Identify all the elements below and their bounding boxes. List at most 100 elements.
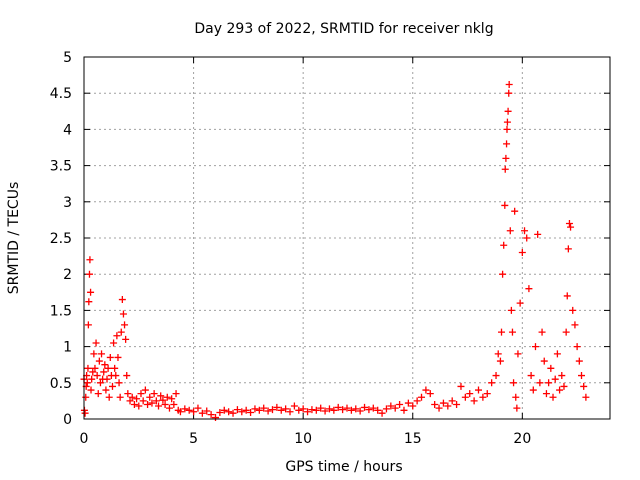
data-point [194, 404, 202, 412]
data-point [325, 405, 333, 413]
data-point [512, 393, 520, 401]
chart-title: Day 293 of 2022, SRMTID for receiver nkl… [194, 21, 493, 37]
data-point [113, 332, 121, 340]
data-point [470, 397, 478, 405]
data-point [538, 328, 546, 336]
data-point [165, 404, 173, 412]
y-axis-label: SRMTID / TECUs [6, 182, 22, 295]
data-point [102, 386, 110, 394]
data-point [506, 227, 514, 235]
data-point [176, 408, 184, 416]
data-point [567, 223, 575, 231]
data-point [492, 372, 500, 380]
data-point [498, 328, 506, 336]
y-tick-label: 1 [63, 340, 72, 356]
y-tick-label: 3 [63, 195, 72, 211]
data-point [511, 207, 519, 215]
data-point [504, 107, 512, 115]
data-point [81, 409, 89, 417]
data-point [382, 405, 390, 413]
data-point [542, 390, 550, 398]
data-point [369, 404, 377, 412]
data-point [84, 321, 92, 329]
data-point [308, 406, 316, 414]
data-point [295, 406, 303, 414]
data-point [547, 364, 555, 372]
data-point [529, 386, 537, 394]
data-point [238, 408, 246, 416]
data-point [155, 402, 163, 410]
data-point [282, 405, 290, 413]
data-point [494, 350, 502, 358]
data-point [507, 306, 515, 314]
data-point [453, 401, 461, 409]
data-point [94, 390, 102, 398]
data-point [89, 368, 97, 376]
data-point [536, 379, 544, 387]
y-tick-label: 4.5 [50, 86, 72, 102]
data-point [518, 248, 526, 256]
data-point [118, 296, 126, 304]
data-point [220, 406, 228, 414]
y-tick-label: 4 [63, 122, 72, 138]
data-point [242, 406, 250, 414]
data-point [483, 390, 491, 398]
data-point [523, 234, 531, 242]
data-point [404, 399, 412, 407]
data-point [130, 401, 138, 409]
data-point [569, 306, 577, 314]
data-point [92, 339, 100, 347]
data-point [505, 81, 513, 89]
grid-lines [84, 57, 610, 419]
data-point [168, 395, 176, 403]
data-point [500, 241, 508, 249]
data-point [124, 390, 132, 398]
data-point [387, 402, 395, 410]
data-point [128, 393, 136, 401]
data-point [527, 372, 535, 380]
data-point [582, 393, 590, 401]
data-point [85, 298, 93, 306]
data-point [123, 372, 131, 380]
data-point [90, 350, 98, 358]
data-point [521, 227, 529, 235]
data-point [457, 382, 465, 390]
data-point [299, 405, 307, 413]
tick-labels: 0 5 10 15 20 0 0.5 1 1.5 2 2.5 3 3.5 4 4.5 5 [50, 50, 532, 447]
data-point [110, 339, 118, 347]
data-point [508, 328, 516, 336]
data-point [317, 404, 325, 412]
data-point [106, 353, 114, 361]
data-point [260, 404, 268, 412]
data-point [88, 375, 96, 383]
data-point [545, 379, 553, 387]
data-point [185, 406, 193, 414]
data-point [87, 386, 95, 394]
data-point [565, 220, 573, 228]
data-point [409, 402, 417, 410]
data-point [119, 310, 127, 318]
data-point [466, 390, 474, 398]
data-point [578, 372, 586, 380]
data-point [551, 375, 559, 383]
data-point [558, 372, 566, 380]
y-tick-label: 0 [63, 412, 72, 428]
data-point [117, 328, 125, 336]
data-point [144, 401, 152, 409]
data-point [312, 406, 320, 414]
data-point [216, 408, 224, 416]
data-point [374, 406, 382, 414]
x-tick-label: 20 [513, 431, 531, 447]
data-point [396, 401, 404, 409]
data-point [435, 404, 443, 412]
data-point [571, 321, 579, 329]
data-point [122, 335, 130, 343]
x-tick-label: 10 [294, 431, 312, 447]
data-point [121, 321, 129, 329]
y-tick-label: 2 [63, 267, 72, 283]
data-point [431, 401, 439, 409]
data-point [139, 397, 147, 405]
data-point [255, 406, 263, 414]
data-point [516, 299, 524, 307]
